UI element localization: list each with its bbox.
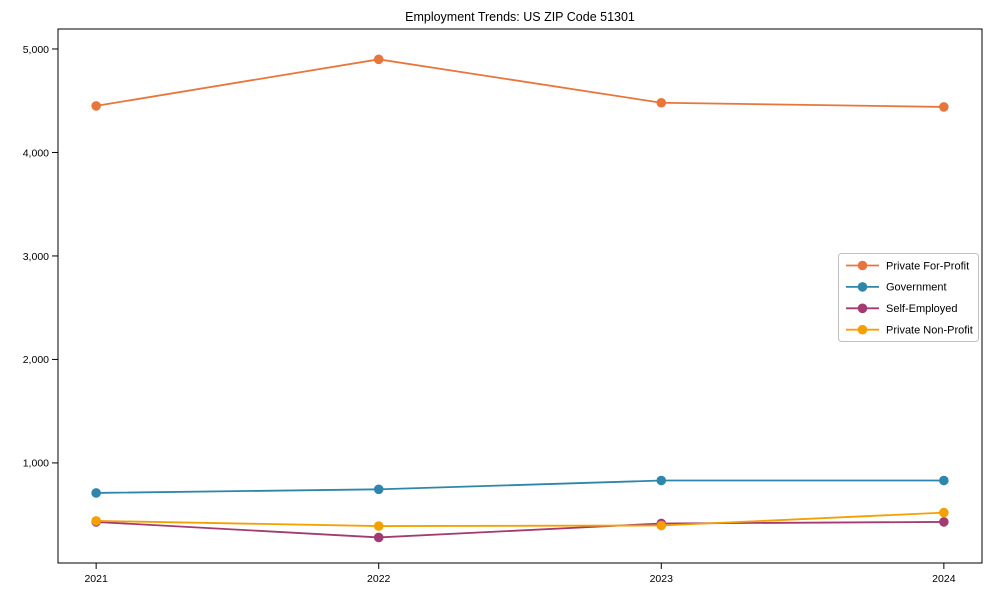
legend-marker-private-for-profit xyxy=(857,260,868,271)
plot-border xyxy=(57,28,983,564)
legend-marker-private-non-profit xyxy=(857,324,868,335)
data-point-private-for-profit xyxy=(373,54,384,65)
legend-marker-government xyxy=(857,282,868,292)
data-point-government xyxy=(373,484,384,495)
data-point-self-employed xyxy=(373,532,384,543)
y-tick-label: 4,000 xyxy=(23,147,49,159)
data-point-private-non-profit xyxy=(373,521,384,531)
data-point-government xyxy=(91,488,101,498)
data-point-private-for-profit xyxy=(939,102,949,112)
data-point-private-for-profit xyxy=(91,101,101,111)
legend-label-private-non-profit: Private Non-Profit xyxy=(886,325,973,337)
plot-area: 1,000 2,000 3,000 4,000 5,000 2021 2022 2023 202… xyxy=(23,28,983,585)
data-point-private-non-profit xyxy=(656,520,667,531)
x-tick-label: 2021 xyxy=(84,573,108,585)
data-point-private-non-profit xyxy=(939,507,949,518)
data-point-private-non-profit xyxy=(91,516,101,526)
series-line-government xyxy=(96,479,944,494)
legend-label-government: Government xyxy=(886,282,947,294)
chart-title: Employment Trends: US ZIP Code 51301 xyxy=(405,10,635,24)
x-tick-label: 2024 xyxy=(932,573,956,585)
data-point-private-for-profit xyxy=(656,97,667,108)
legend-label-self-employed: Self-Employed xyxy=(886,303,958,315)
data-point-government xyxy=(939,475,949,486)
y-tick-label: 3,000 xyxy=(23,251,49,263)
legend-label-private-for-profit: Private For-Profit xyxy=(886,260,969,272)
x-tick-label: 2023 xyxy=(650,573,674,585)
legend-marker-self-employed xyxy=(857,303,868,314)
data-point-government xyxy=(656,475,667,486)
series-line-private-non-profit xyxy=(96,511,944,527)
y-tick-label: 1,000 xyxy=(23,458,49,470)
data-point-self-employed xyxy=(939,517,949,527)
legend-box xyxy=(838,253,979,342)
series-line-private-for-profit xyxy=(96,58,944,108)
series-line-self-employed xyxy=(96,521,944,539)
y-tick-label: 2,000 xyxy=(23,354,49,366)
legend: Private For-Profit Government Self-Employe… xyxy=(838,253,979,342)
y-tick-label: 5,000 xyxy=(23,44,49,56)
x-tick-label: 2022 xyxy=(367,573,391,585)
